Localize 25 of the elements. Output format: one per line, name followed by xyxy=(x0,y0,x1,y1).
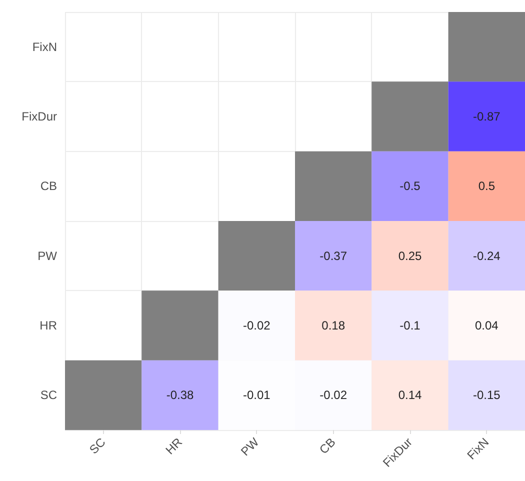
x-tick-label: HR xyxy=(162,434,186,458)
data-label: 0.04 xyxy=(474,318,499,332)
y-tick-label: HR xyxy=(40,318,58,332)
x-tick-label: SC xyxy=(86,434,109,457)
data-label: -0.15 xyxy=(472,388,501,402)
x-tick-label: CB xyxy=(316,435,338,457)
y-tick-label: FixDur xyxy=(22,110,57,124)
x-tick-label: PW xyxy=(238,434,262,459)
data-label: -0.38 xyxy=(166,388,194,402)
data-label: -0.37 xyxy=(320,248,348,263)
data-label: -0.24 xyxy=(472,248,501,263)
y-tick-label: FixN xyxy=(32,40,57,54)
data-label: 0.5 xyxy=(478,179,496,194)
data-label: -0.02 xyxy=(320,388,348,402)
data-label: 0.14 xyxy=(398,388,422,402)
data-label: -0.87 xyxy=(472,110,501,124)
data-label: 0.18 xyxy=(322,318,346,332)
data-label: -0.5 xyxy=(400,179,421,194)
data-label: -0.1 xyxy=(400,318,421,332)
y-tick-label: SC xyxy=(40,388,58,402)
data-label: -0.01 xyxy=(242,388,271,402)
y-tick-label: PW xyxy=(38,248,58,263)
y-tick-label: CB xyxy=(40,179,57,194)
data-label: 0.25 xyxy=(398,248,422,263)
data-label: -0.02 xyxy=(242,318,271,332)
